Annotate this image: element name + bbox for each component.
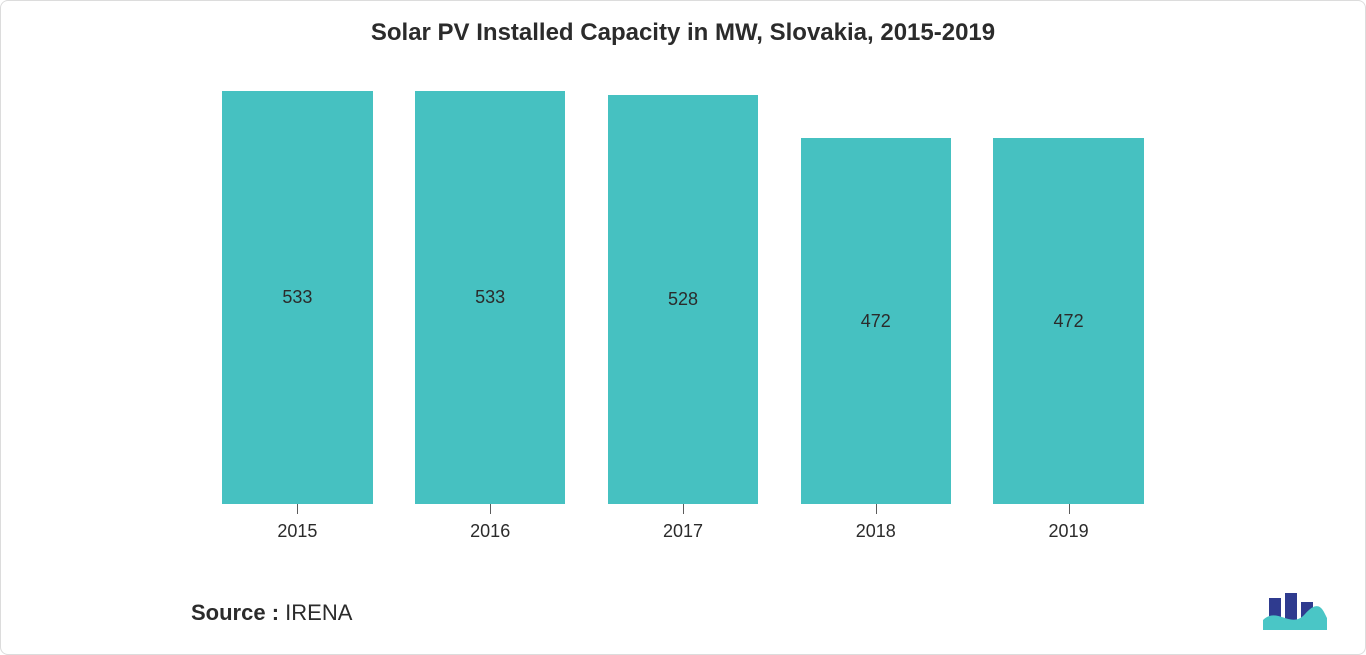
brand-logo-icon — [1263, 590, 1327, 630]
bar: 472 — [993, 138, 1143, 504]
bar-group: 533 2015 — [201, 91, 394, 504]
source-value: IRENA — [285, 600, 352, 625]
category-label: 2018 — [856, 521, 896, 542]
source-attribution: Source : IRENA — [191, 600, 352, 626]
axis-tick — [1069, 504, 1070, 514]
axis-tick — [683, 504, 684, 514]
bar-group: 533 2016 — [394, 91, 587, 504]
bar: 472 — [801, 138, 951, 504]
source-label: Source : — [191, 600, 279, 625]
chart-title: Solar PV Installed Capacity in MW, Slova… — [1, 1, 1365, 47]
bar: 533 — [415, 91, 565, 504]
category-label: 2019 — [1049, 521, 1089, 542]
bar-group: 472 2019 — [972, 91, 1165, 504]
bar-group: 528 2017 — [587, 91, 780, 504]
axis-tick — [876, 504, 877, 514]
category-label: 2016 — [470, 521, 510, 542]
bar: 533 — [222, 91, 372, 504]
bar-group: 472 2018 — [779, 91, 972, 504]
bar-chart: 533 2015 533 2016 528 2017 472 2018 472 … — [201, 91, 1165, 504]
axis-tick — [490, 504, 491, 514]
axis-tick — [297, 504, 298, 514]
category-label: 2015 — [277, 521, 317, 542]
bar: 528 — [608, 95, 758, 504]
category-label: 2017 — [663, 521, 703, 542]
